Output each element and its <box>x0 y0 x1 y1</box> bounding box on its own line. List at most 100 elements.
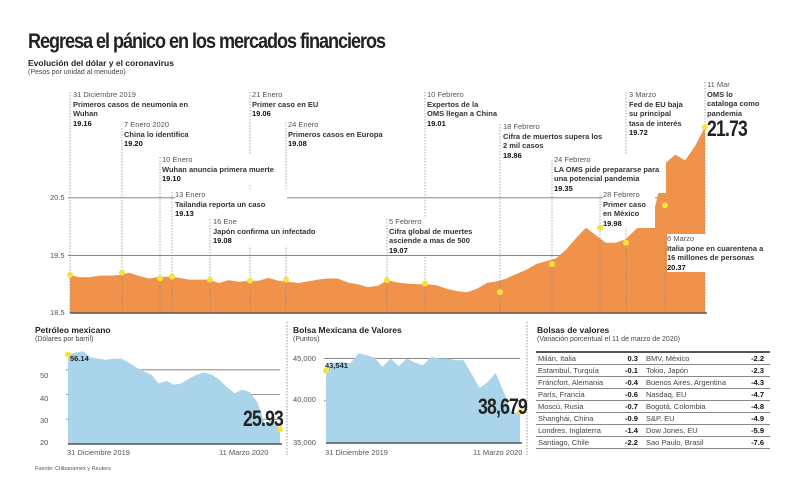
event-date: 10 Enero <box>162 155 193 164</box>
event-value: 20.37 <box>667 262 686 272</box>
table-row: Estambul, Turquía -0.1 Tokio, Japón -2.3 <box>536 364 770 377</box>
market-name: Moscú, Rusia <box>536 400 619 413</box>
event-date: 16 Ene <box>213 217 237 226</box>
end-marker <box>517 408 523 415</box>
event-date: 21 Enero <box>252 90 283 99</box>
bmv-title: Bolsa Mexicana de Valores <box>293 325 402 335</box>
change-value: -4.8 <box>744 400 770 413</box>
market-name: Sao Paulo, Brasil <box>643 436 745 449</box>
market-name: Tokio, Japón <box>643 364 745 377</box>
market-name: Dow Jones, EU <box>643 424 745 437</box>
market-name: Estambul, Turquía <box>536 364 619 377</box>
bmv-unit: (Puntos) <box>293 336 320 343</box>
main-chart-title: Evolución del dólar y el coronavirus <box>28 58 174 68</box>
dollar-area <box>70 127 705 313</box>
event-value: 19.08 <box>288 139 307 148</box>
oil-end-label: 25.93 <box>243 406 284 431</box>
market-name: Santiago, Chile <box>536 436 619 449</box>
event-value: 19.08 <box>213 236 232 245</box>
x-tick: 31 Diciembre 2019 <box>325 448 388 457</box>
event-text: OMS lo cataloga como pandemia <box>707 89 760 118</box>
x-tick: 31 Diciembre 2019 <box>67 448 130 457</box>
event-value: 19.20 <box>124 139 143 148</box>
oil-title: Petróleo mexicano <box>35 325 111 335</box>
change-value: -0.1 <box>618 364 644 377</box>
table-row: París, Francia -0.6 Nasdaq, EU -4.7 <box>536 388 770 401</box>
event-text: Primer caso en México <box>603 199 646 219</box>
event-marker <box>597 224 603 231</box>
event-marker <box>384 277 390 284</box>
table-row: Moscú, Rusia -0.7 Bogotá, Colombia -4.8 <box>536 400 770 413</box>
y-tick: 40,000 <box>293 395 316 404</box>
change-value: -0.6 <box>618 388 644 401</box>
event-marker <box>247 277 253 284</box>
event-value: 19.13 <box>175 209 194 218</box>
event-value: 19.16 <box>73 118 92 128</box>
y-tick: 50 <box>40 371 49 380</box>
event-value: 19.10 <box>162 174 181 183</box>
market-name: Nasdaq, EU <box>643 388 745 401</box>
event-text: Primeros casos en Europa <box>288 129 383 139</box>
source-note: Fuente: Citibanamex y Reuters <box>35 466 111 472</box>
change-value: -5.9 <box>744 424 770 437</box>
y-tick: 18.5 <box>50 308 65 317</box>
event-annotation: 3 Marzo Fed de EU baja su principal tasa … <box>629 90 686 138</box>
page-title: Regresa el pánico en los mercados financ… <box>28 30 386 53</box>
oil-start-label: 56.14 <box>70 354 89 363</box>
event-text: Italia pone en cuarentena a 16 millones … <box>667 243 764 263</box>
stocks-title: Bolsas de valores <box>537 325 610 335</box>
market-name: París, Francia <box>536 388 619 401</box>
change-value: 0.3 <box>618 353 644 365</box>
event-marker <box>207 276 213 283</box>
event-date: 13 Enero <box>175 190 206 199</box>
event-marker <box>283 276 289 283</box>
table-row: Santiago, Chile -2.2 Sao Paulo, Brasil -7.6 <box>536 436 770 449</box>
event-marker <box>422 280 428 287</box>
event-date: 11 Mar <box>707 80 730 89</box>
stocks-table: Milán, Italia 0.3 BMV, México -2.2 Estambul,… <box>536 353 770 449</box>
change-value: -4.7 <box>744 388 770 401</box>
event-value: 19.98 <box>603 218 622 228</box>
event-marker <box>662 202 668 209</box>
event-annotation: 16 Ene Japón confirma un infectado 19.08 <box>213 217 335 246</box>
event-date: 31 Diciembre 2019 <box>73 90 136 99</box>
market-name: S&P, EU <box>643 412 745 425</box>
event-date: 24 Febrero <box>554 155 591 164</box>
event-annotation: 24 Febrero LA OMS pide prepararse para un… <box>554 155 666 193</box>
event-annotation: 6 Marzo Italia pone en cuarentena a 16 mi… <box>667 234 769 272</box>
event-text: Expertos de la OMS llegan a China <box>427 99 498 119</box>
table-row: Londres, Inglaterra -1.4 Dow Jones, EU -5.9 <box>536 424 770 437</box>
event-date: 24 Enero <box>288 120 319 129</box>
y-tick: 30 <box>40 416 49 425</box>
event-marker <box>497 289 503 296</box>
change-value: -7.6 <box>744 436 770 449</box>
event-text: Tailandia reporta un caso <box>175 199 266 209</box>
x-tick: 11 Marzo 2020 <box>473 448 523 457</box>
event-value: 18.86 <box>503 150 522 160</box>
event-text: Japón confirma un infectado <box>213 226 316 236</box>
start-marker <box>65 351 71 358</box>
event-date: 10 Febrero <box>427 90 464 99</box>
event-annotation: 7 Enero 2020 China lo identifica 19.20 <box>124 120 196 149</box>
event-value: 21.73 <box>707 116 748 141</box>
stocks-subtitle: (Variación porcentual el 11 de marzo de … <box>537 336 680 343</box>
market-name: Shanghái, China <box>536 412 619 425</box>
event-annotation: 11 Mar OMS lo cataloga como pandemia 21.73 <box>707 80 764 140</box>
y-tick: 45,000 <box>293 354 316 363</box>
change-value: -2.3 <box>744 364 770 377</box>
event-value: 19.35 <box>554 183 573 193</box>
change-value: -0.7 <box>618 400 644 413</box>
event-text: Fed de EU baja su principal tasa de inte… <box>629 99 683 128</box>
change-value: -0.4 <box>618 376 644 389</box>
event-value: 19.07 <box>389 245 408 255</box>
event-date: 5 Febrero <box>389 217 422 226</box>
event-annotation: 24 Enero Primeros casos en Europa 19.08 <box>288 120 390 149</box>
event-text: Primeros casos de neumonía en Wuhan <box>73 99 189 119</box>
event-value: 19.01 <box>427 118 446 128</box>
event-annotation: 5 Febrero Cifra global de muertes asciend… <box>389 217 481 255</box>
change-value: -0.9 <box>618 412 644 425</box>
event-annotation: 13 Enero Tailandia reporta un caso 19.13 <box>175 190 287 219</box>
event-text: Wuhan anuncia primera muerte <box>162 164 274 174</box>
change-value: -2.2 <box>618 436 644 449</box>
